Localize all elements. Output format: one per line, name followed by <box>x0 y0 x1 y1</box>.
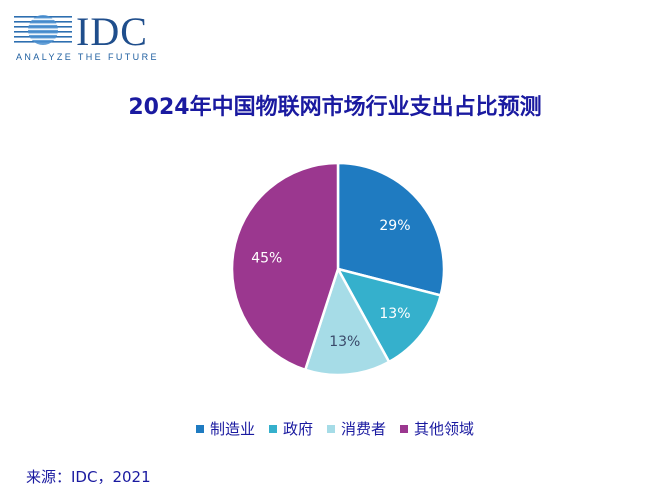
legend-item: 消费者 <box>327 418 386 439</box>
source-note: 来源：IDC，2021 <box>26 468 151 486</box>
pie-slice <box>303 265 391 377</box>
logo-tagline: ANALYZE THE FUTURE <box>16 52 159 62</box>
legend-label: 其他领域 <box>414 420 475 438</box>
chart-title: 2024年中国物联网市场行业支出占比预测 <box>128 95 542 120</box>
legend-label: 消费者 <box>341 420 387 438</box>
logo-wordmark: IDC <box>76 9 148 54</box>
legend-swatch <box>195 424 204 433</box>
legend-swatch <box>400 424 409 433</box>
legend-label: 政府 <box>282 420 313 438</box>
pie-slice <box>230 161 340 372</box>
globe-stripes-icon <box>14 15 72 45</box>
legend-swatch <box>327 424 335 433</box>
idc-logo: IDC ANALYZE THE FUTURE <box>14 9 164 64</box>
legend-swatch <box>268 424 277 433</box>
slice-label: 13% <box>329 334 360 350</box>
slice-label: 45% <box>251 251 282 267</box>
legend-item: 其他领域 <box>400 418 474 439</box>
pie-slice <box>335 267 443 364</box>
slice-label: 13% <box>379 306 410 322</box>
slice-label: 29% <box>379 218 410 234</box>
pie-slice <box>336 161 446 297</box>
legend-item: 政府 <box>268 418 313 439</box>
legend-item: 制造业 <box>195 418 255 439</box>
legend-label: 制造业 <box>209 420 255 438</box>
chart-legend: 制造业 政府 消费者 其他领域 <box>0 418 670 439</box>
